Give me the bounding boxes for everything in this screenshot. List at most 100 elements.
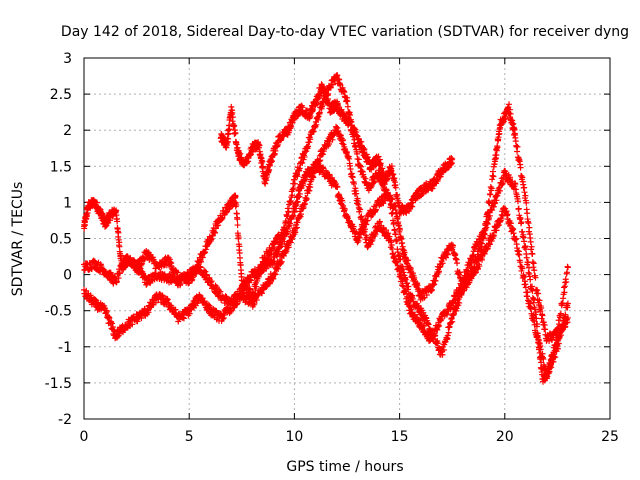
data-point (301, 154, 308, 161)
data-point (507, 220, 514, 227)
data-point (516, 251, 523, 258)
data-point (279, 233, 286, 240)
data-point (290, 185, 297, 192)
data-point (488, 185, 495, 192)
data-point (440, 346, 447, 353)
data-point (258, 262, 265, 269)
data-point (355, 156, 362, 163)
data-point (392, 231, 399, 238)
data-point (234, 216, 241, 223)
data-point (481, 250, 488, 257)
data-point (400, 269, 407, 276)
data-point (294, 173, 301, 180)
y-tick-label: -1.5 (45, 376, 72, 392)
x-tick-label: 15 (391, 429, 409, 445)
data-point (339, 197, 346, 204)
data-point (255, 273, 262, 280)
data-point (396, 226, 403, 233)
data-point (564, 300, 571, 307)
data-point (290, 212, 297, 219)
data-point (234, 222, 241, 229)
data-point (468, 271, 475, 278)
data-point (141, 256, 148, 263)
data-point (390, 219, 397, 226)
x-tick-label: 0 (80, 429, 89, 445)
data-point (510, 230, 517, 237)
data-point (115, 229, 122, 236)
data-point (212, 229, 219, 236)
series-track-2 (81, 72, 571, 345)
data-point (194, 263, 201, 270)
data-point (449, 318, 456, 325)
data-point (253, 283, 260, 290)
y-tick-label: -0.5 (45, 304, 72, 320)
data-point (347, 112, 354, 119)
data-point (513, 235, 520, 242)
data-point (399, 243, 406, 250)
data-point (474, 256, 481, 263)
data-point (341, 205, 348, 212)
data-point (82, 222, 89, 229)
data-point (316, 109, 323, 116)
data-point (334, 183, 341, 190)
data-point (519, 265, 526, 272)
data-point (439, 351, 446, 358)
data-point (280, 230, 287, 237)
data-point (344, 103, 351, 110)
y-tick-label: 2 (63, 123, 72, 139)
data-point (521, 274, 528, 281)
data-point (217, 288, 224, 295)
data-point (506, 101, 513, 108)
data-point (527, 300, 534, 307)
data-point (494, 222, 501, 229)
data-point (506, 106, 513, 113)
data-point (454, 260, 461, 267)
data-point (83, 212, 90, 219)
data-point (357, 162, 364, 169)
data-point (399, 239, 406, 246)
data-point (291, 180, 298, 187)
data-point (475, 253, 482, 260)
data-point (394, 214, 401, 221)
data-point (281, 227, 288, 234)
data-point (450, 242, 457, 249)
data-point (444, 332, 451, 339)
data-point (445, 329, 452, 336)
y-tick-label: 2.5 (50, 87, 72, 103)
data-point (507, 110, 514, 117)
data-point (334, 72, 341, 79)
y-axis-label: SDTVAR / TECUs (10, 182, 26, 297)
data-point (201, 249, 208, 256)
data-point (487, 191, 494, 198)
x-tick-label: 20 (496, 429, 514, 445)
data-point (486, 241, 493, 248)
data-point (354, 150, 361, 157)
data-point (397, 256, 404, 263)
data-point (299, 159, 306, 166)
data-point (326, 171, 333, 178)
data-point (313, 121, 320, 128)
data-point (293, 199, 300, 206)
data-point (191, 270, 198, 277)
data-point (201, 267, 208, 274)
data-point (248, 277, 255, 284)
data-point (276, 244, 283, 251)
y-tick-label: 1.5 (50, 159, 72, 175)
data-point (368, 183, 375, 190)
x-tick-label: 25 (601, 429, 619, 445)
data-point (456, 269, 463, 276)
data-point (236, 243, 243, 250)
data-point (393, 237, 400, 244)
data-point (356, 234, 363, 241)
data-point (402, 276, 409, 283)
data-point (265, 252, 272, 259)
data-point (115, 275, 122, 282)
data-point (296, 190, 303, 197)
data-point (432, 277, 439, 284)
data-point (233, 201, 240, 208)
data-point (274, 251, 281, 258)
data-point (389, 196, 396, 203)
data-point (235, 234, 242, 241)
data-point (114, 218, 121, 225)
